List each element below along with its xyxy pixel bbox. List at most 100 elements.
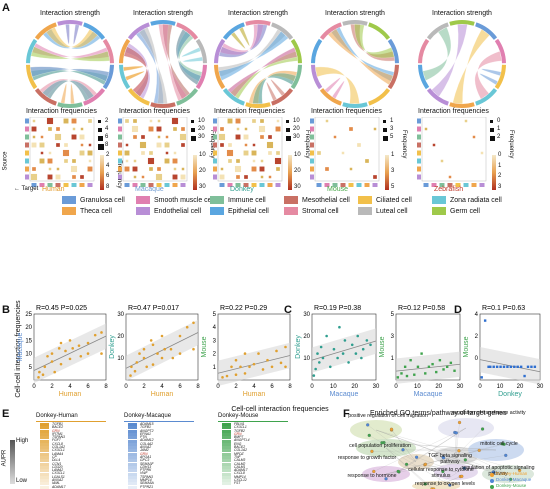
- heatmap-cell: [165, 135, 169, 139]
- heatmap-cell: [48, 167, 52, 171]
- col-color-tag: [164, 183, 170, 187]
- heatmap-cell: [147, 157, 155, 165]
- species-label: Human: [42, 186, 65, 193]
- col-color-tag: [348, 183, 354, 187]
- row-color-tag: [310, 142, 314, 148]
- panel-label-b: B: [2, 304, 10, 316]
- heatmap-cell: [349, 167, 353, 171]
- heatmap-cell: [55, 174, 61, 180]
- heatmap-cell: [440, 159, 444, 163]
- go-edge: [385, 447, 434, 489]
- gene-name: JAM2: [140, 448, 149, 453]
- chord-ribbon: [452, 28, 490, 105]
- cell-type-label: Granulosa cell: [80, 196, 125, 204]
- chord-segment: [426, 22, 449, 40]
- chord-segment: [387, 38, 399, 64]
- x-tick-label: 6: [178, 384, 182, 390]
- chord-ribbon: [230, 26, 250, 49]
- panel-label-a: A: [2, 2, 10, 14]
- row-color-tag: [213, 174, 217, 180]
- chord-title: Interaction strength: [432, 10, 492, 17]
- chord-segment: [387, 64, 399, 90]
- aupr-square: [222, 429, 231, 433]
- row-color-tag: [417, 174, 421, 180]
- size-legend-square: [191, 120, 194, 123]
- data-point: [234, 358, 238, 362]
- aupr-square: [40, 446, 49, 450]
- heatmap-cell: [235, 134, 241, 140]
- data-point: [409, 359, 412, 362]
- data-point: [356, 334, 360, 338]
- go-node: [372, 469, 376, 474]
- size-legend-label: 0: [497, 118, 501, 124]
- go-legend-label: Donkey-Macaque: [496, 477, 532, 482]
- gene-name: EFNA1: [140, 431, 151, 436]
- data-point: [178, 352, 182, 355]
- data-point: [332, 347, 336, 351]
- x-tick-label: 6: [270, 384, 274, 390]
- data-point: [160, 334, 164, 338]
- aupr-square: [222, 423, 231, 426]
- heatmap-cell: [173, 167, 177, 171]
- data-point: [57, 347, 61, 350]
- heatmap-cell: [218, 133, 226, 141]
- heatmap-cell: [274, 157, 282, 165]
- go-edge: [425, 464, 457, 473]
- cell-type-label: Immune cell: [228, 196, 266, 204]
- cell-type-swatch: [62, 196, 76, 204]
- heatmap-cell: [72, 175, 76, 179]
- chord-ribbon: [474, 50, 503, 100]
- go-legend-dot: [490, 479, 494, 483]
- size-legend-label: 4: [105, 126, 109, 132]
- gene-name: GRN: [52, 428, 60, 433]
- gene-name: CX3CL1: [234, 425, 247, 430]
- size-legend-square: [383, 136, 388, 141]
- size-legend-square: [286, 136, 291, 141]
- heatmap-cell: [357, 143, 361, 147]
- correlation-annotation: R=0.12 P=0.58: [398, 305, 445, 312]
- x-axis-label: Macaque: [414, 391, 443, 398]
- colorbar-label: 30: [294, 184, 301, 190]
- chord-segment: [368, 88, 391, 106]
- chord-segment: [26, 38, 38, 64]
- cell-type-legend-item: Ciliated cell: [358, 196, 412, 204]
- chord-ribbon: [252, 72, 297, 104]
- go-title: Enriched GO terms/pathway of target gene…: [370, 410, 507, 417]
- chord-segment: [319, 88, 342, 106]
- aupr-square: [40, 429, 49, 433]
- data-point: [354, 352, 358, 355]
- chord-title: Interaction strength: [228, 10, 288, 17]
- heatmap-cell: [80, 127, 84, 131]
- aupr-square: [222, 426, 231, 430]
- heatmap-cell: [235, 118, 241, 124]
- heatmap-cell: [220, 167, 224, 171]
- aupr-square: [222, 442, 231, 446]
- data-point: [225, 374, 229, 378]
- heatmap-cell: [31, 142, 37, 148]
- go-node: [480, 427, 485, 431]
- heatmap-cell: [70, 165, 78, 173]
- x-tick-label: 2: [50, 384, 54, 390]
- col-color-tag: [235, 183, 241, 187]
- aupr-square: [40, 475, 49, 479]
- chord-segment: [83, 88, 106, 106]
- chord-segment: [319, 22, 342, 40]
- go-legend-dot: [490, 485, 494, 489]
- go-edge: [458, 450, 509, 475]
- cell-type-label: Epithelial cell: [228, 207, 269, 215]
- data-point: [142, 347, 146, 351]
- colorbar-label: 20: [294, 168, 301, 174]
- heatmap-cell: [448, 175, 452, 179]
- y-tick-label: 1: [391, 356, 395, 362]
- plot-frame: [125, 313, 199, 381]
- heatmap-cell: [71, 134, 77, 140]
- gene-name: CXCL8: [234, 471, 245, 476]
- col-color-tag: [71, 183, 77, 187]
- x-axis-label: Macaque: [330, 391, 359, 398]
- row-color-tag: [118, 150, 122, 156]
- y-tick-label: 0: [475, 356, 479, 362]
- species-label: Macaque: [135, 186, 164, 193]
- x-tick-label: 0: [310, 384, 314, 390]
- heatmap-cell: [373, 127, 377, 131]
